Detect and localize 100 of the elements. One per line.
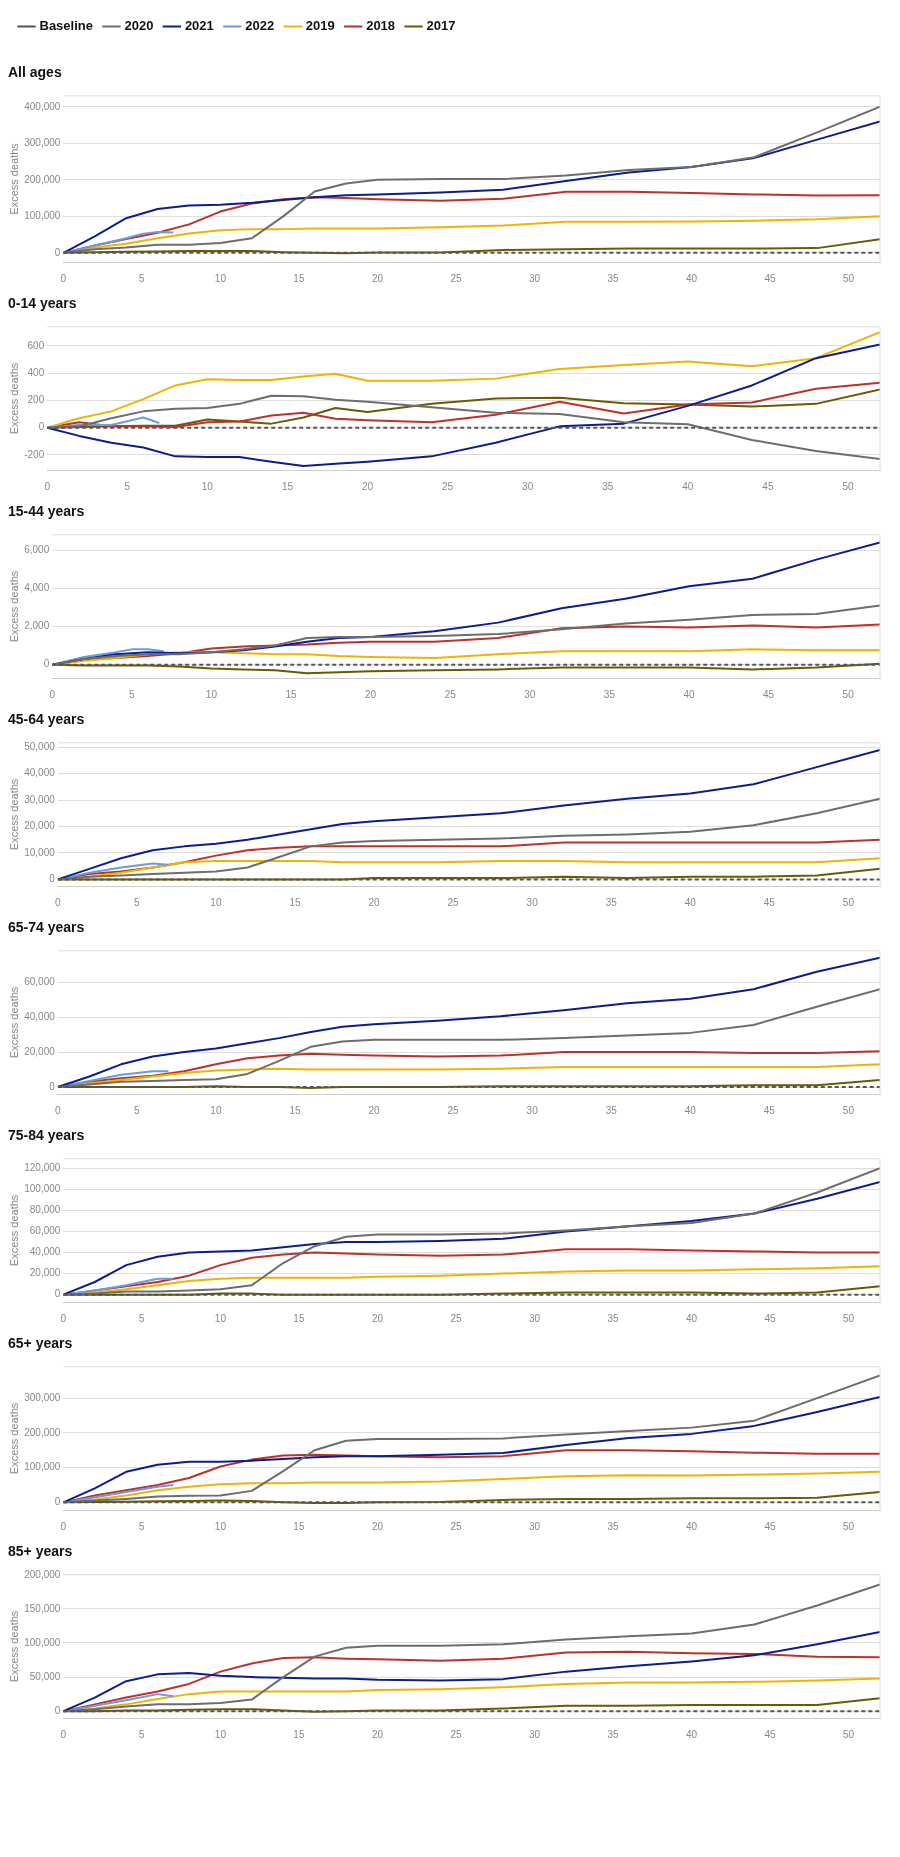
x-tick-label: 5 <box>124 480 131 492</box>
y-tick-label: 40,000 <box>29 1246 61 1258</box>
y-tick-label: 0 <box>54 246 61 258</box>
chart-title: 15-44 years <box>8 503 85 520</box>
legend-label: Baseline <box>39 18 93 34</box>
x-tick-label: 20 <box>371 1312 384 1324</box>
x-tick-label: 15 <box>281 480 294 492</box>
x-tick-label: 30 <box>524 688 536 700</box>
x-tick-label: 25 <box>447 896 460 908</box>
legend-label: 2022 <box>245 18 275 34</box>
x-tick-label: 30 <box>526 1104 539 1116</box>
chart-title: 0-14 years <box>8 295 77 312</box>
legend-label: 2020 <box>124 18 154 34</box>
legend-label: 2018 <box>366 18 396 34</box>
x-tick-label: 30 <box>528 1728 541 1740</box>
y-tick-label: 6,000 <box>24 543 50 555</box>
x-tick-label: 25 <box>444 688 457 700</box>
legend-label: 2017 <box>426 18 456 34</box>
x-tick-label: 40 <box>685 1312 698 1324</box>
y-tick-label: 60,000 <box>29 1225 61 1237</box>
y-tick-label: 400 <box>27 366 45 378</box>
y-tick-label: 0 <box>49 873 56 885</box>
y-axis-title: Excess deaths <box>7 362 20 435</box>
x-tick-label: 25 <box>447 1104 460 1116</box>
x-tick-label: 40 <box>684 1104 697 1116</box>
x-tick-label: 20 <box>368 896 381 908</box>
x-tick-label: 30 <box>526 896 539 908</box>
x-tick-label: 50 <box>842 1104 855 1116</box>
y-tick-label: 40,000 <box>24 767 56 779</box>
y-axis-title: Excess deaths <box>7 986 20 1059</box>
x-tick-label: 20 <box>365 688 377 700</box>
x-tick-label: 25 <box>450 1312 462 1324</box>
x-tick-label: 40 <box>685 1728 698 1740</box>
x-tick-label: 45 <box>764 1728 777 1740</box>
x-tick-label: 15 <box>289 1104 301 1116</box>
y-tick-label: 60,000 <box>24 975 56 987</box>
x-tick-label: 30 <box>528 272 541 284</box>
x-tick-label: 50 <box>843 1312 855 1324</box>
x-tick-label: 40 <box>685 1520 698 1532</box>
x-tick-label: 35 <box>607 1312 620 1324</box>
x-tick-label: 25 <box>442 480 454 492</box>
y-tick-label: 20,000 <box>24 820 56 832</box>
y-tick-label: 400,000 <box>24 100 61 112</box>
y-axis-title: Excess deaths <box>7 142 20 215</box>
chart-title: 45-64 years <box>8 711 85 728</box>
x-tick-label: 35 <box>607 1520 620 1532</box>
y-tick-label: 0 <box>54 1288 61 1300</box>
chart-title: 65-74 years <box>8 919 85 936</box>
x-tick-label: 10 <box>210 1104 222 1116</box>
x-tick-label: 40 <box>685 272 698 284</box>
y-tick-label: 200,000 <box>24 1426 61 1438</box>
legend-label: 2021 <box>184 18 214 34</box>
y-tick-label: 50,000 <box>24 741 56 753</box>
x-tick-label: 30 <box>528 1312 541 1324</box>
chart-title: 75-84 years <box>8 1127 85 1144</box>
x-tick-label: 40 <box>683 688 695 700</box>
x-tick-label: 45 <box>764 1312 777 1324</box>
y-tick-label: 300,000 <box>24 137 61 149</box>
x-tick-label: 50 <box>843 1520 855 1532</box>
y-axis-title: Excess deaths <box>7 778 20 851</box>
x-tick-label: 15 <box>293 272 305 284</box>
chart-title: 65+ years <box>8 1335 73 1352</box>
x-tick-label: 45 <box>763 896 776 908</box>
x-tick-label: 20 <box>371 272 384 284</box>
x-tick-label: 30 <box>522 480 534 492</box>
y-axis-title: Excess deaths <box>7 1402 20 1475</box>
x-tick-label: 5 <box>134 896 141 908</box>
y-tick-label: 0 <box>49 1080 56 1092</box>
x-tick-label: 35 <box>607 272 620 284</box>
y-tick-label: 100,000 <box>24 1636 61 1648</box>
x-tick-label: 15 <box>285 688 297 700</box>
y-tick-label: 30,000 <box>24 793 56 805</box>
x-tick-label: 5 <box>134 1104 141 1116</box>
x-tick-label: 5 <box>129 688 136 700</box>
x-tick-label: 40 <box>684 896 697 908</box>
y-tick-label: 0 <box>38 421 45 433</box>
x-tick-label: 50 <box>843 1728 855 1740</box>
x-tick-label: 10 <box>210 896 222 908</box>
y-tick-label: 20,000 <box>24 1045 56 1057</box>
y-tick-label: 120,000 <box>24 1162 61 1174</box>
x-tick-label: 35 <box>607 1728 620 1740</box>
x-tick-label: 50 <box>842 896 855 908</box>
x-tick-label: 45 <box>764 272 777 284</box>
x-tick-label: 15 <box>293 1520 305 1532</box>
y-tick-label: 10,000 <box>24 846 56 858</box>
y-tick-label: 20,000 <box>29 1267 61 1279</box>
x-tick-label: 5 <box>139 1520 146 1532</box>
x-tick-label: 20 <box>368 1104 381 1116</box>
x-tick-label: 15 <box>293 1728 305 1740</box>
x-tick-label: 10 <box>214 1520 227 1532</box>
x-tick-label: 20 <box>371 1520 384 1532</box>
x-tick-label: 35 <box>602 480 614 492</box>
x-tick-label: 45 <box>762 480 774 492</box>
x-tick-label: 35 <box>603 688 616 700</box>
y-tick-label: 300,000 <box>24 1391 61 1403</box>
legend-label: 2019 <box>305 18 335 34</box>
y-tick-label: 100,000 <box>24 1183 61 1195</box>
x-tick-label: 15 <box>293 1312 305 1324</box>
x-tick-label: 5 <box>139 1312 146 1324</box>
x-tick-label: 25 <box>450 272 462 284</box>
